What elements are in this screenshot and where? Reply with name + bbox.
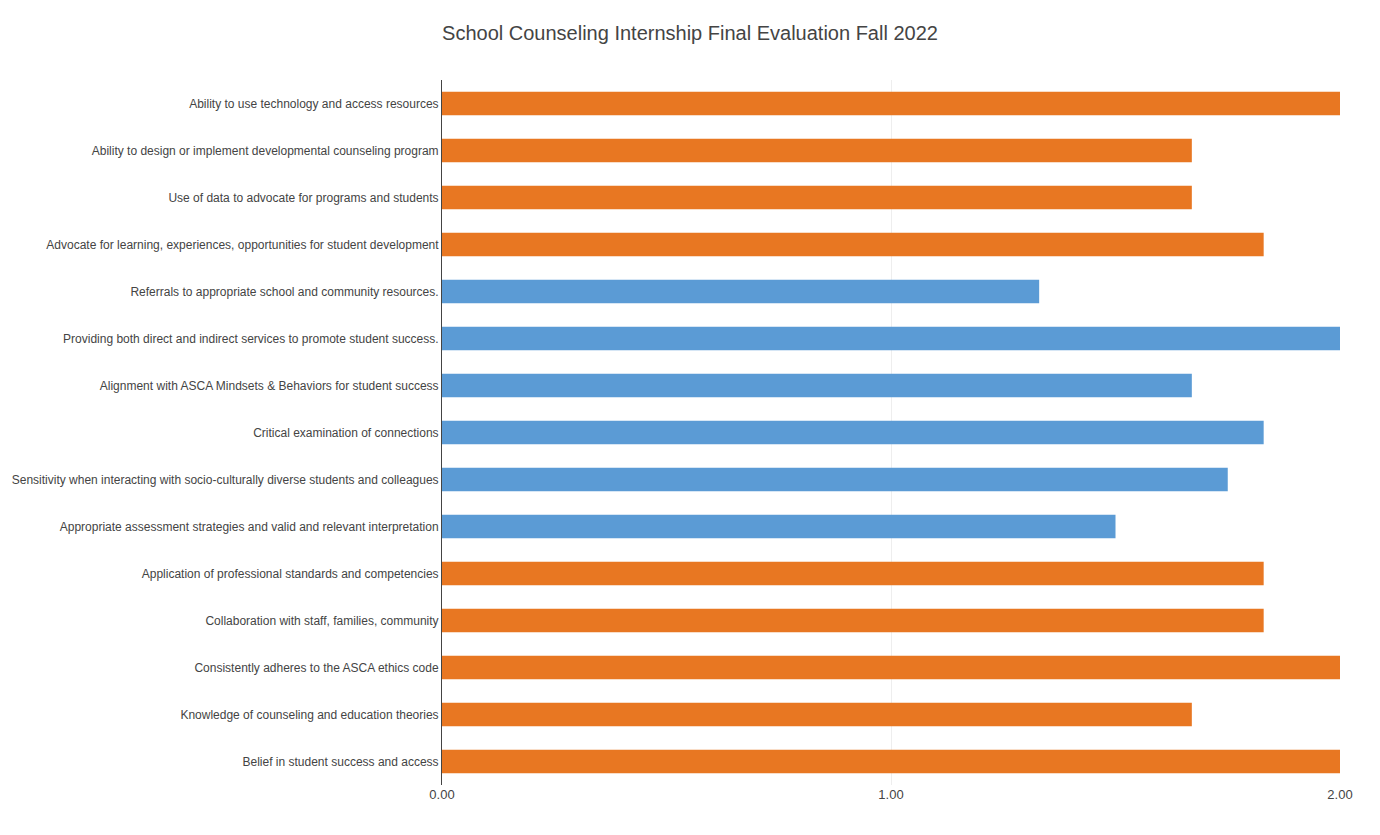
svg-text:Ability to use technology and: Ability to use technology and access res… <box>189 97 438 111</box>
svg-text:Providing both direct and indi: Providing both direct and indirect servi… <box>63 332 439 346</box>
svg-text:Ability to design or implement: Ability to design or implement developme… <box>92 144 439 158</box>
svg-text:1.00: 1.00 <box>878 787 903 802</box>
svg-text:Appropriate assessment strateg: Appropriate assessment strategies and va… <box>60 520 439 534</box>
svg-text:Alignment with ASCA Mindsets &: Alignment with ASCA Mindsets & Behaviors… <box>100 379 439 393</box>
svg-text:Referrals to appropriate schoo: Referrals to appropriate school and comm… <box>130 285 438 299</box>
svg-text:Belief in student success and: Belief in student success and access <box>242 755 438 769</box>
svg-text:Application of professional st: Application of professional standards an… <box>142 567 439 581</box>
svg-text:Consistently adheres to the AS: Consistently adheres to the ASCA ethics … <box>194 661 438 675</box>
svg-text:Critical examination of connec: Critical examination of connections <box>253 426 438 440</box>
svg-text:School Counseling Internship F: School Counseling Internship Final Evalu… <box>442 22 938 44</box>
svg-text:Collaboration with staff, fami: Collaboration with staff, families, comm… <box>205 614 438 628</box>
svg-text:Sensitivity when interacting w: Sensitivity when interacting with socio-… <box>12 473 439 487</box>
svg-text:Use of data to advocate for pr: Use of data to advocate for programs and… <box>168 191 438 205</box>
svg-text:0.00: 0.00 <box>429 787 454 802</box>
svg-text:2.00: 2.00 <box>1327 787 1352 802</box>
svg-text:Advocate for learning, experie: Advocate for learning, experiences, oppo… <box>46 238 439 252</box>
svg-text:Knowledge of counseling and ed: Knowledge of counseling and education th… <box>180 708 438 722</box>
